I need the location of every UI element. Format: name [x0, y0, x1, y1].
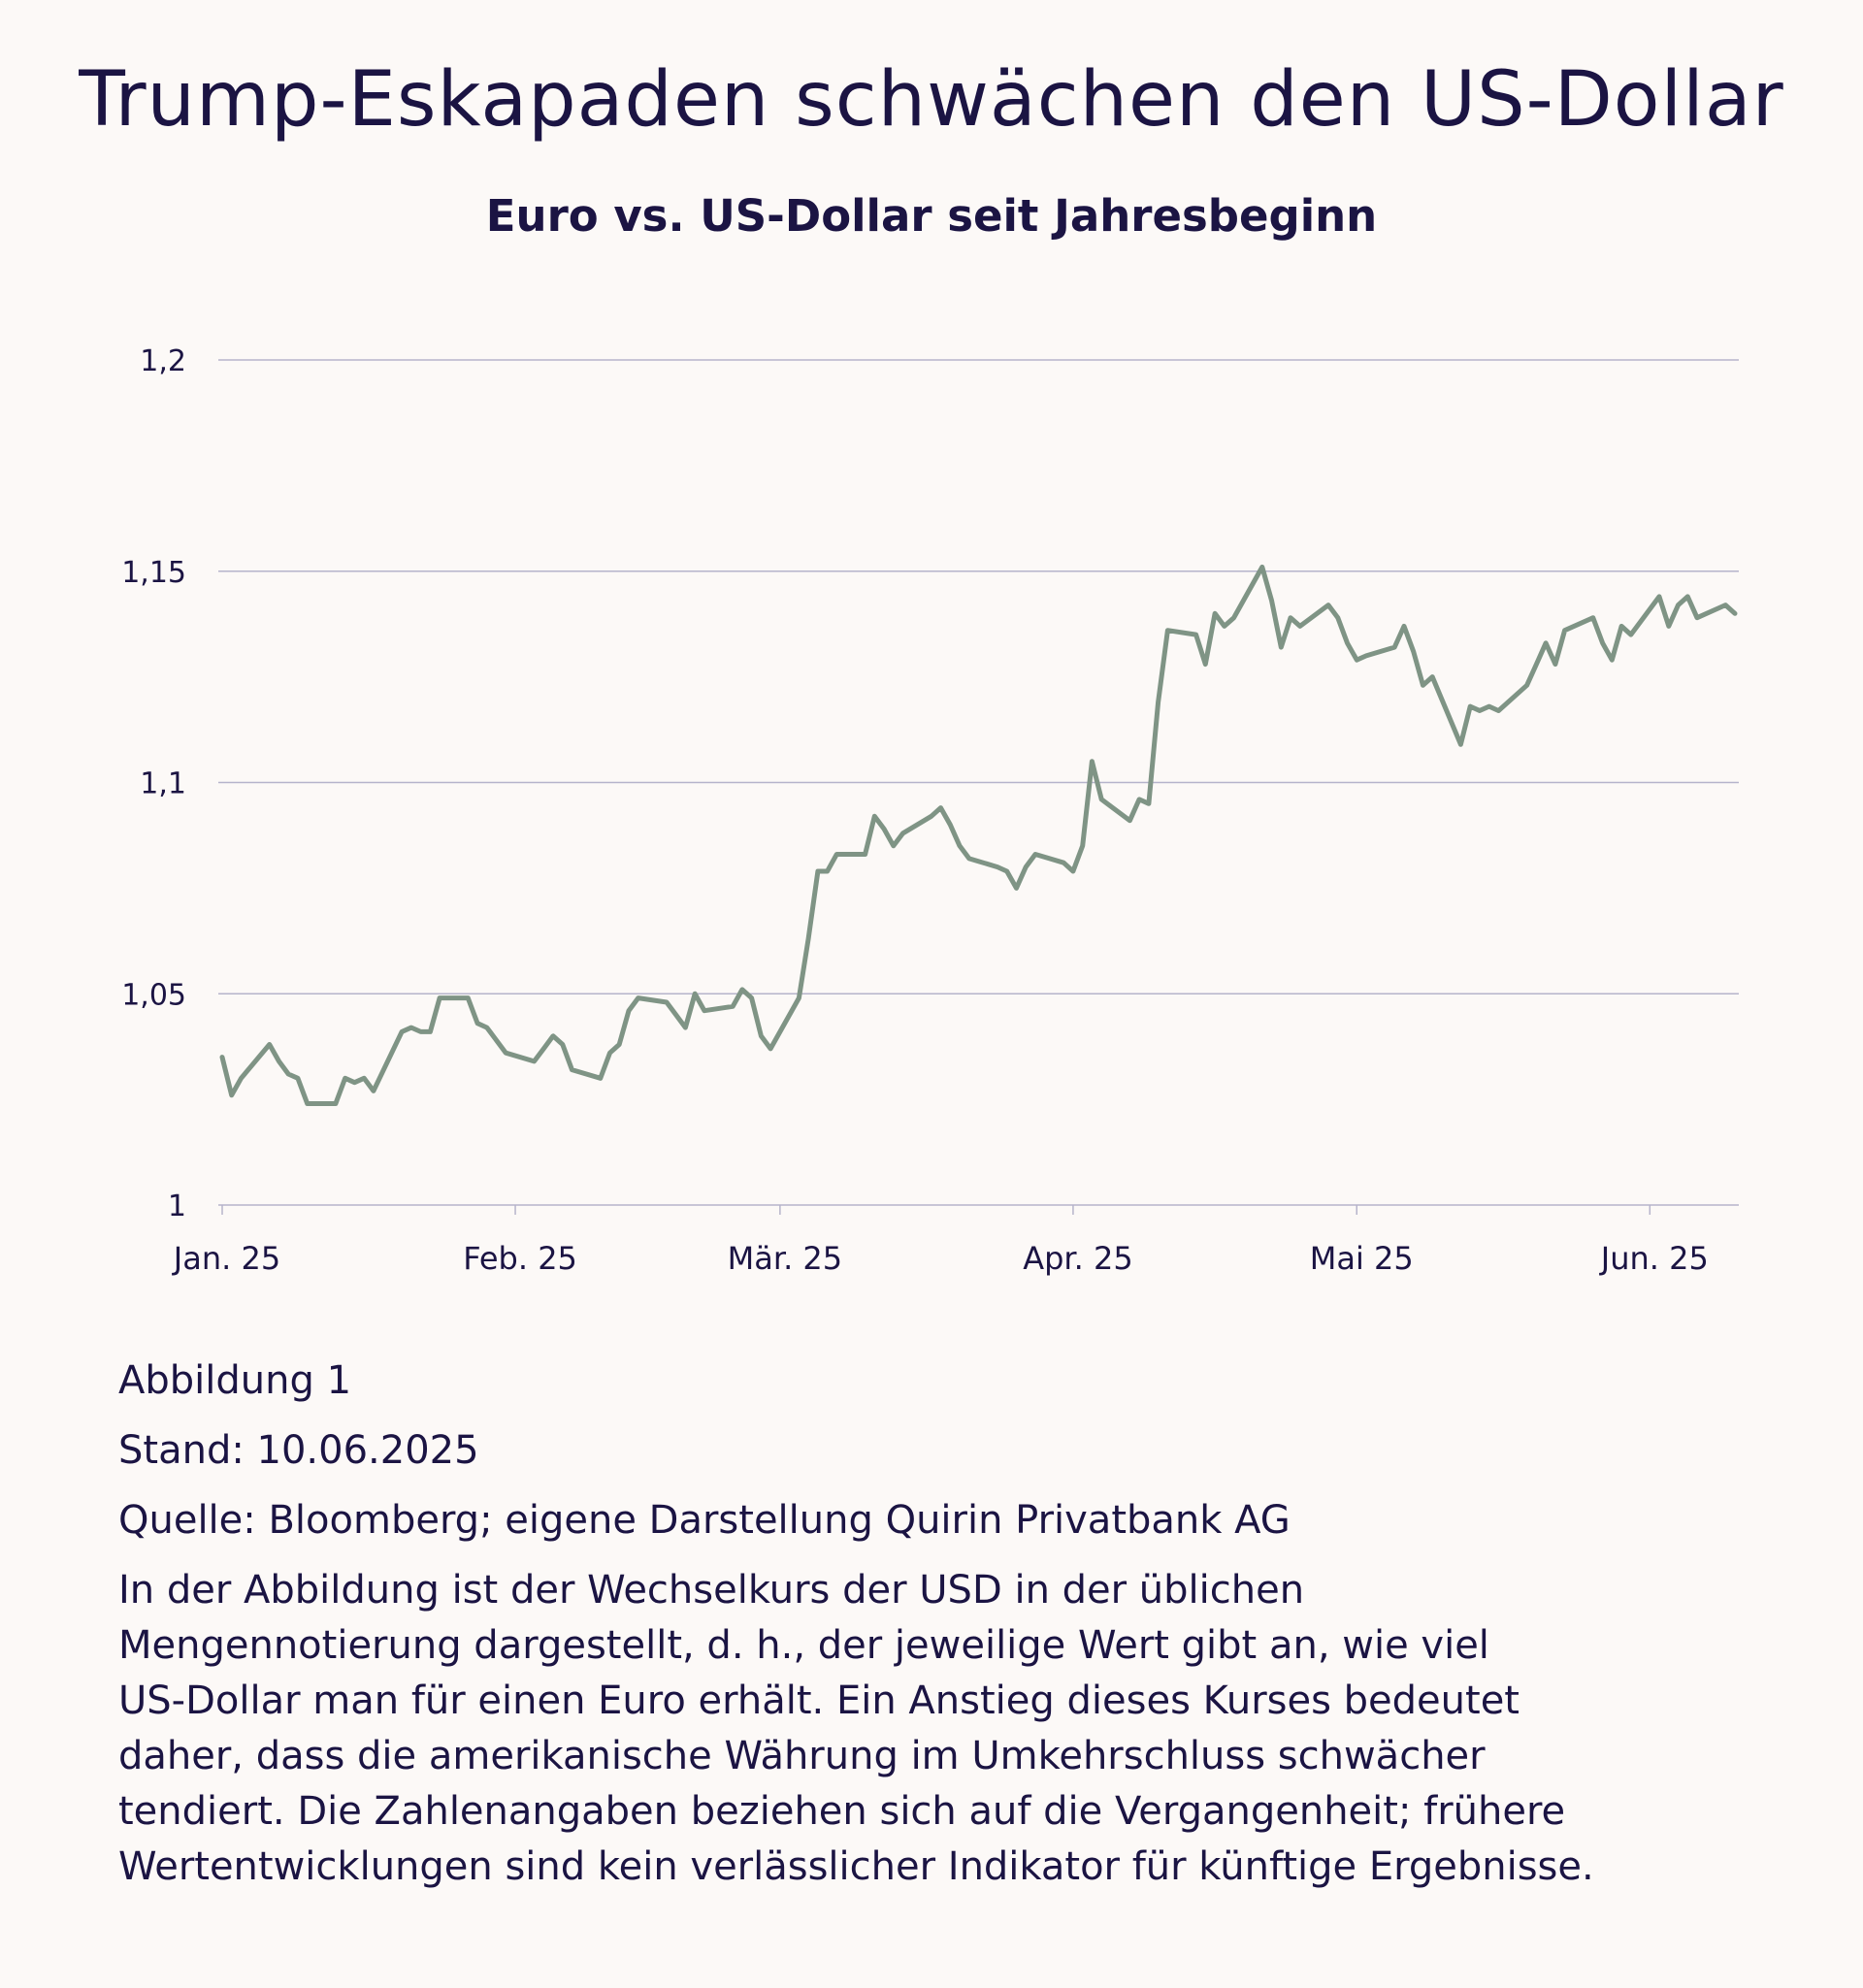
x-tick-label: Jun. 25 — [1599, 1240, 1709, 1277]
as-of-date: Stand: 10.06.2025 — [118, 1428, 479, 1473]
disclaimer-line: tendiert. Die Zahlenangaben beziehen sic… — [118, 1789, 1566, 1834]
disclaimer-line: US-Dollar man für einen Euro erhält. Ein… — [118, 1678, 1520, 1723]
x-tick-label: Feb. 25 — [463, 1240, 577, 1277]
series-layer — [219, 564, 1738, 1106]
y-tick-label: 1,15 — [121, 556, 186, 590]
x-tick-label: Mai 25 — [1310, 1240, 1414, 1277]
x-tick-label: Jan. 25 — [172, 1240, 280, 1277]
figure-notes: Abbildung 1 Stand: 10.06.2025 Quelle: Bl… — [118, 1353, 1768, 1895]
y-tick-label: 1,05 — [121, 978, 186, 1012]
disclaimer-line: In der Abbildung ist der Wechselkurs der… — [118, 1568, 1305, 1613]
y-tick-label: 1,2 — [140, 344, 186, 378]
source-note: Quelle: Bloomberg; eigene Darstellung Qu… — [118, 1498, 1291, 1543]
disclaimer-line: Mengennotierung dargestellt, d. h., der … — [118, 1623, 1489, 1668]
disclaimer-line: Wertentwicklungen sind kein verlässliche… — [118, 1844, 1594, 1889]
tick-labels: 1 1,05 1,1 1,15 1,2 Jan. 25 Feb. 25 Mär. 25 Apr.… — [121, 344, 1709, 1277]
x-tick-label: Mär. 25 — [728, 1240, 843, 1277]
figure-number: Abbildung 1 — [118, 1358, 352, 1403]
y-tick-label: 1,1 — [140, 767, 186, 801]
y-tick-label: 1 — [168, 1190, 186, 1223]
gridlines — [218, 359, 1739, 1206]
chart-subtitle: Euro vs. US-Dollar seit Jahresbeginn — [485, 190, 1378, 242]
disclaimer-line: daher, dass die amerikanische Währung im… — [118, 1734, 1486, 1778]
eurusd-series-line — [219, 564, 1738, 1106]
x-axis — [221, 1205, 1651, 1215]
chart-title: Trump-Eskapaden schwächen den US-Dollar — [79, 56, 1784, 144]
line-chart: 1 1,05 1,1 1,15 1,2 Jan. 25 Feb. 25 Mär. 25 Apr.… — [121, 344, 1739, 1277]
x-tick-label: Apr. 25 — [1023, 1240, 1132, 1277]
